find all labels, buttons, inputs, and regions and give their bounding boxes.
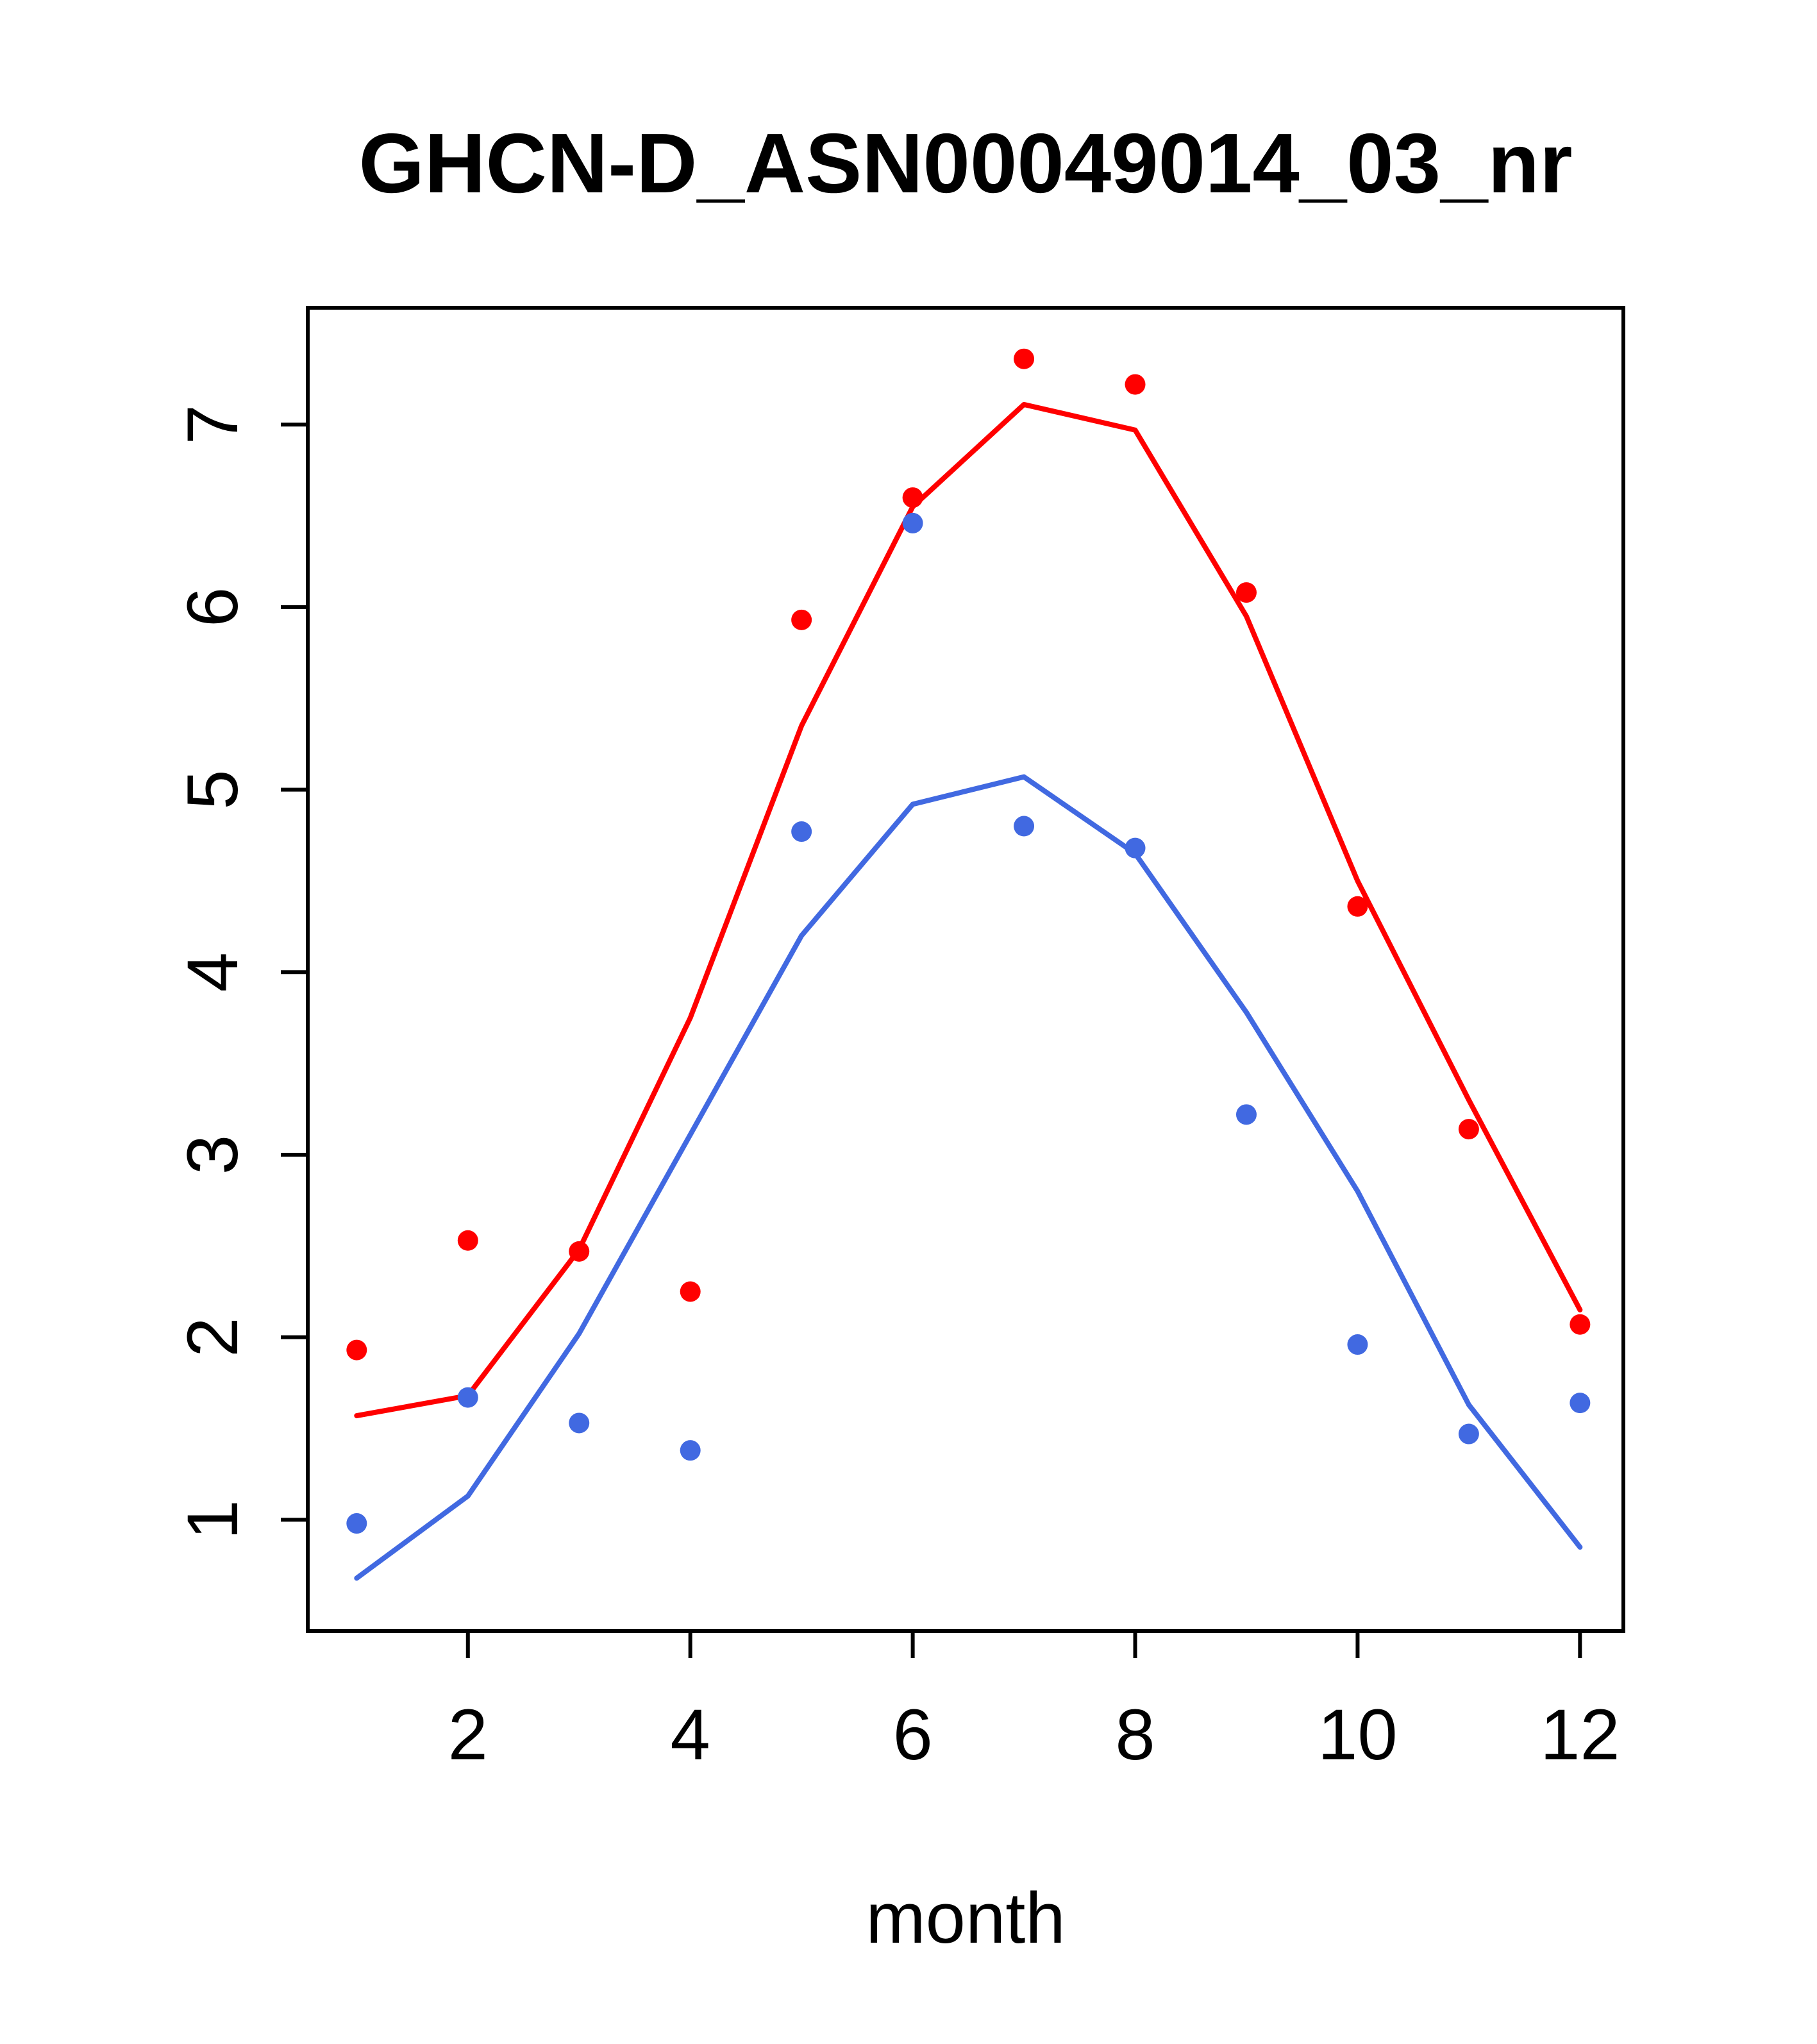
data-point-blue (569, 1412, 590, 1434)
data-point-red (791, 609, 812, 630)
data-point-red (1458, 1119, 1479, 1140)
x-tick-label: 2 (448, 1695, 488, 1775)
data-point-red (457, 1230, 478, 1251)
chart-title: GHCN-D_ASN00049014_03_nr (359, 116, 1573, 210)
data-point-blue (791, 821, 812, 842)
y-tick-label: 2 (172, 1318, 253, 1357)
data-point-blue (1235, 1104, 1257, 1125)
data-point-blue (1125, 837, 1146, 859)
data-point-blue (1570, 1393, 1591, 1414)
data-point-red (1125, 374, 1146, 395)
x-tick-label: 8 (1115, 1695, 1155, 1775)
y-tick-label: 5 (172, 769, 253, 809)
data-point-red (1570, 1314, 1591, 1335)
data-point-blue (346, 1513, 367, 1534)
series-line-blue (354, 774, 1583, 1581)
data-point-blue (680, 1440, 701, 1461)
data-point-blue (457, 1387, 478, 1408)
data-point-red (902, 487, 923, 508)
x-tick-label: 6 (892, 1695, 932, 1775)
x-tick-label: 4 (671, 1695, 710, 1775)
y-tick-label: 7 (172, 405, 253, 444)
data-point-blue (1014, 816, 1035, 837)
plot-box (306, 306, 1625, 1633)
data-point-blue (902, 512, 923, 533)
y-tick-label: 1 (172, 1500, 253, 1539)
data-point-red (680, 1281, 701, 1302)
data-point-blue (1347, 1334, 1368, 1355)
x-axis-label: month (866, 1878, 1065, 1958)
data-point-red (1014, 348, 1035, 369)
y-tick-label: 6 (172, 587, 253, 627)
data-point-blue (1458, 1423, 1479, 1445)
y-tick-label: 3 (172, 1135, 253, 1175)
x-tick-label: 10 (1318, 1695, 1398, 1775)
series-line-red (354, 401, 1583, 1419)
data-point-red (1347, 896, 1368, 917)
y-tick-label: 4 (172, 952, 253, 992)
data-point-red (346, 1339, 367, 1361)
data-point-red (1235, 582, 1257, 603)
data-point-red (569, 1241, 590, 1262)
x-tick-label: 12 (1540, 1695, 1620, 1775)
